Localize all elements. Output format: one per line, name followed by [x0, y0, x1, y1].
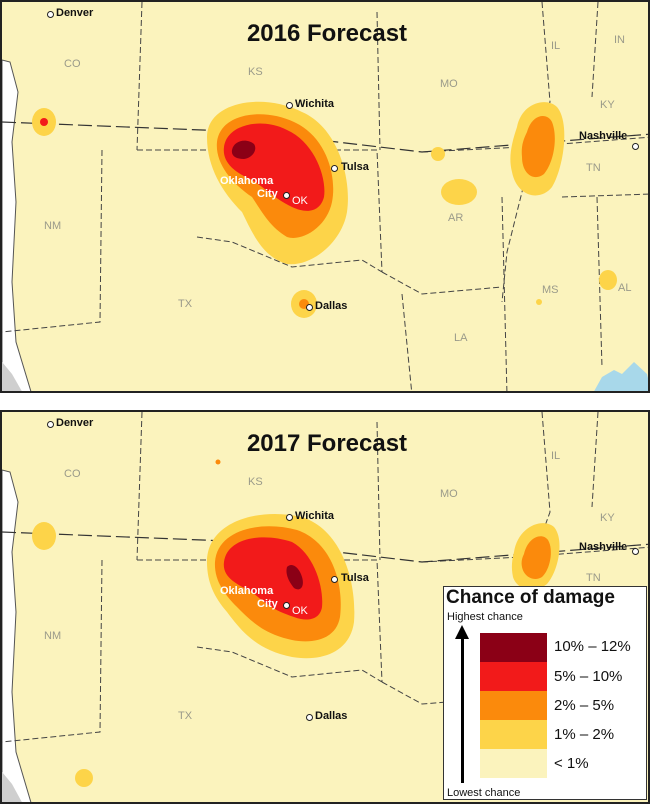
city-label-okc-1: Oklahoma: [220, 585, 274, 597]
legend: Chance of damage Highest chance 10% – 12…: [443, 586, 647, 800]
city-dot-dallas: [306, 304, 313, 311]
legend-label-5-10: 5% – 10%: [554, 668, 623, 685]
legend-swatch-lt-1: [480, 749, 547, 778]
city-label-okc-2: City: [257, 188, 278, 200]
state-label-ar: AR: [448, 212, 464, 224]
legend-label-2-5: 2% – 5%: [554, 697, 615, 714]
city-dot-wichita: [286, 514, 293, 521]
state-label-mo: MO: [440, 488, 458, 500]
state-label-il: IL: [551, 40, 561, 52]
city-label-nashville: Nashville: [579, 541, 628, 553]
state-boundaries: [2, 412, 648, 743]
hazard-nm-2pct: [521, 536, 551, 579]
state-label-tx: TX: [178, 298, 193, 310]
hazard-ms: [536, 299, 542, 305]
city-dot-tulsa: [331, 165, 338, 172]
legend-label-lt-1: < 1%: [554, 755, 589, 772]
state-label-nm: NM: [44, 630, 62, 642]
city-dot-dallas: [306, 714, 313, 721]
hazard-ks-small: [215, 459, 221, 465]
city-dot-denver: [47, 421, 54, 428]
state-label-co: CO: [64, 58, 81, 70]
gulf-water: [594, 362, 648, 391]
state-label-ky: KY: [600, 99, 615, 111]
map-2016-canvas: [2, 2, 648, 391]
city-label-okc-2: City: [257, 598, 278, 610]
city-label-wichita: Wichita: [295, 510, 335, 522]
city-label-nashville: Nashville: [579, 130, 628, 142]
city-dot-tulsa: [331, 576, 338, 583]
hazard-co-core: [40, 118, 48, 126]
state-label-il: IL: [551, 450, 561, 462]
city-dot-denver: [47, 11, 54, 18]
state-label-ok: OK: [292, 605, 308, 617]
hazard-tx-west: [75, 769, 93, 787]
legend-swatch-10-12: [480, 633, 547, 662]
city-label-tulsa: Tulsa: [341, 161, 369, 173]
state-label-in: IN: [614, 34, 625, 46]
state-label-co: CO: [64, 468, 81, 480]
hazard-nm-2pct: [521, 116, 555, 178]
legend-arrow-shaft: [461, 631, 464, 783]
legend-swatch-1-2: [480, 720, 547, 749]
legend-lowest-label: Lowest chance: [447, 787, 521, 799]
state-label-ms: MS: [542, 284, 559, 296]
map-panel-2016: 2016 Forecast CO KS MO IL IN KY TN NM OK…: [0, 0, 650, 393]
hazard-ok-5pct: [223, 537, 323, 620]
legend-label-1-2: 1% – 2%: [554, 726, 615, 743]
state-label-ky: KY: [600, 512, 615, 524]
hazard-ar: [441, 179, 477, 205]
city-label-dallas: Dallas: [315, 300, 348, 312]
legend-swatch-5-10: [480, 662, 547, 691]
map-title: 2017 Forecast: [246, 430, 408, 457]
city-label-denver: Denver: [56, 417, 94, 429]
map-2017-canvas: [2, 412, 648, 802]
state-label-nm: NM: [44, 220, 62, 232]
state-label-tx: TX: [178, 710, 193, 722]
state-label-al: AL: [618, 282, 632, 294]
hazard-co: [32, 522, 56, 550]
city-label-dallas: Dallas: [315, 710, 348, 722]
hazard-al: [599, 270, 617, 290]
state-label-tn: TN: [586, 162, 601, 174]
hazard-mo: [431, 147, 445, 161]
state-boundaries: [2, 2, 648, 391]
state-label-ks: KS: [248, 476, 263, 488]
hazard-ok-10pct: [286, 565, 303, 590]
city-label-tulsa: Tulsa: [341, 572, 369, 584]
state-label-ks: KS: [248, 66, 263, 78]
state-label-tn: TN: [586, 572, 601, 584]
city-dot-okc: [283, 192, 290, 199]
city-label-denver: Denver: [56, 7, 94, 19]
western-edge: [2, 469, 32, 802]
hazard-ok-10pct: [231, 140, 256, 159]
city-label-okc-1: Oklahoma: [220, 175, 274, 187]
city-dot-nashville: [632, 143, 639, 150]
mexico-land: [2, 772, 22, 802]
city-dot-nashville: [632, 548, 639, 555]
city-dot-okc: [283, 602, 290, 609]
state-label-ok: OK: [292, 195, 308, 207]
state-label-mo: MO: [440, 78, 458, 90]
city-dot-wichita: [286, 102, 293, 109]
legend-label-10-12: 10% – 12%: [554, 638, 631, 655]
city-label-wichita: Wichita: [295, 98, 335, 110]
western-edge: [2, 59, 32, 391]
mexico-land: [2, 362, 22, 391]
legend-title: Chance of damage: [446, 587, 615, 608]
map-title: 2016 Forecast: [246, 20, 408, 47]
state-label-la: LA: [454, 332, 468, 344]
legend-swatch-2-5: [480, 691, 547, 720]
legend-highest-label: Highest chance: [447, 611, 523, 623]
